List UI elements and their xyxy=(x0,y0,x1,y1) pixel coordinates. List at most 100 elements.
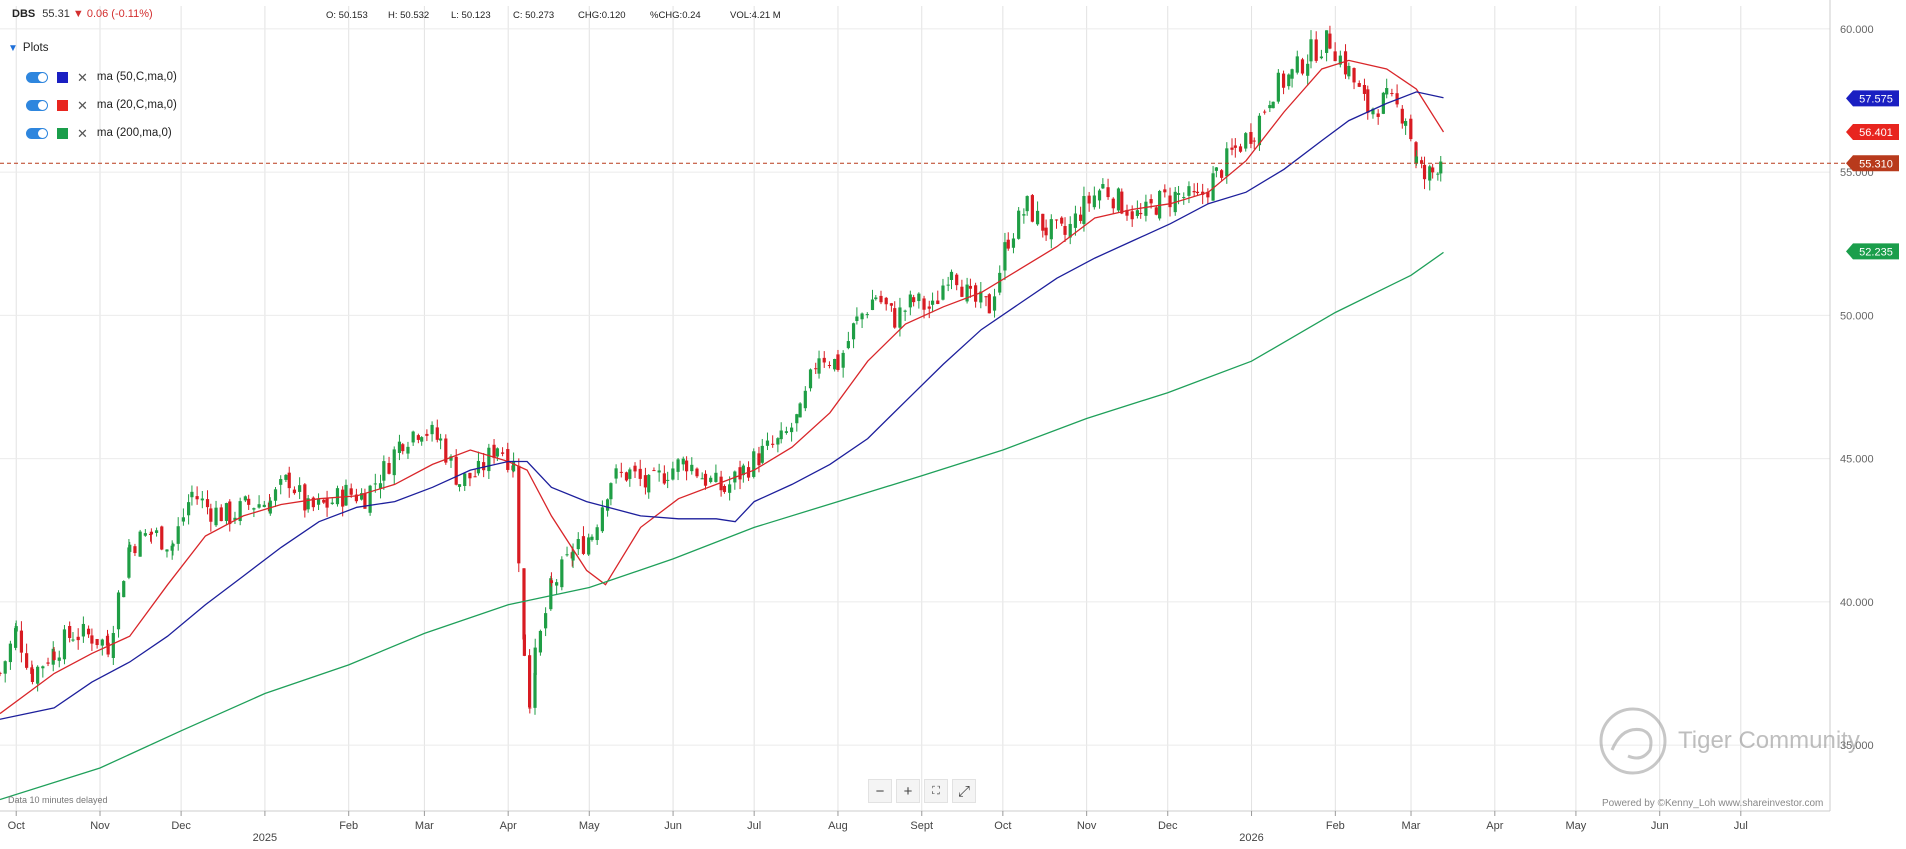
expand-arrow-icon[interactable]: ⤢ xyxy=(952,779,976,803)
candle-body xyxy=(871,300,874,311)
candle-body xyxy=(909,294,912,307)
candle-body xyxy=(1344,51,1347,74)
candle-body xyxy=(1382,93,1385,114)
candle-body xyxy=(393,449,396,475)
remove-icon[interactable]: ✕ xyxy=(77,128,88,139)
plot-label: ma (200,ma,0) xyxy=(97,127,172,139)
candle-body xyxy=(1239,146,1242,151)
candle-body xyxy=(482,462,485,470)
candle-body xyxy=(947,285,950,286)
candle-body xyxy=(823,358,826,363)
candle-body xyxy=(898,307,901,327)
toggle-switch[interactable] xyxy=(26,72,48,83)
candle-body xyxy=(666,480,669,481)
candle-body xyxy=(1436,174,1439,175)
candle-body xyxy=(417,435,420,440)
toggle-switch[interactable] xyxy=(26,100,48,111)
candle-body xyxy=(1106,187,1109,197)
candle-body xyxy=(1263,112,1266,113)
candle-body xyxy=(671,468,674,479)
remove-icon[interactable]: ✕ xyxy=(77,72,88,83)
x-tick-label: May xyxy=(579,820,600,832)
candle-body xyxy=(1079,215,1082,221)
candle-body xyxy=(1290,69,1293,79)
data-delayed-note: Data 10 minutes delayed xyxy=(8,795,108,805)
candle-body xyxy=(68,626,71,638)
candle-body xyxy=(122,581,125,597)
change-label: 0.06 (-0.11%) xyxy=(87,8,153,20)
candle-body xyxy=(922,298,925,309)
candle-body xyxy=(955,275,958,285)
candle-body xyxy=(1230,148,1233,150)
candle-body xyxy=(303,484,306,510)
candle-body xyxy=(1045,228,1048,236)
zoom-out-button[interactable]: − xyxy=(868,779,892,803)
x-tick-label: Jul xyxy=(1734,820,1748,832)
color-swatch[interactable] xyxy=(57,72,68,83)
candle-body xyxy=(1196,192,1199,193)
x-tick-label: Oct xyxy=(994,820,1011,832)
last-price-label: 55.31 xyxy=(42,8,70,20)
candle-body xyxy=(257,504,260,507)
fit-screen-icon[interactable]: ⛶ xyxy=(924,779,948,803)
plot-item-ma200: ✕ ma (200,ma,0) xyxy=(8,119,177,147)
candle-body xyxy=(709,478,712,482)
remove-icon[interactable]: ✕ xyxy=(77,100,88,111)
candle-body xyxy=(1150,199,1153,203)
x-tick-label: Mar xyxy=(415,820,434,832)
candle-body xyxy=(984,296,987,297)
candle-body xyxy=(1074,213,1077,227)
candle-body xyxy=(1385,88,1388,94)
candle-body xyxy=(1301,59,1304,73)
plots-panel: ▼ Plots ✕ ma (50,C,ma,0) ✕ ma (20,C,ma,0… xyxy=(8,42,177,147)
candle-body xyxy=(633,466,636,472)
candle-body xyxy=(1022,214,1025,215)
candle-body xyxy=(284,475,287,480)
candle-body xyxy=(477,461,480,473)
candle-body xyxy=(225,503,228,521)
candle-body xyxy=(1012,238,1015,247)
candle-body xyxy=(1136,210,1139,216)
watermark: Tiger Community xyxy=(1598,706,1860,776)
pct-change-value: %CHG:0.24 xyxy=(650,10,701,21)
candle-body xyxy=(4,661,7,673)
low-value: L: 50.123 xyxy=(451,10,491,21)
candle-body xyxy=(539,631,542,653)
candle-body xyxy=(1366,89,1369,112)
zoom-in-button[interactable]: + xyxy=(896,779,920,803)
candle-body xyxy=(468,473,471,478)
candle-body xyxy=(439,438,442,440)
candle-body xyxy=(833,359,836,369)
candle-body xyxy=(776,438,779,444)
candle-body xyxy=(1431,167,1434,172)
candle-body xyxy=(836,354,839,370)
change-value: CHG:0.120 xyxy=(578,10,626,21)
candle-body xyxy=(117,592,120,629)
y-tick-label: 50.000 xyxy=(1840,310,1874,322)
candle-body xyxy=(458,484,461,487)
candle-body xyxy=(1244,133,1247,148)
color-swatch[interactable] xyxy=(57,100,68,111)
candle-body xyxy=(852,323,855,339)
candle-body xyxy=(738,467,741,479)
plots-header[interactable]: ▼ Plots xyxy=(8,42,177,54)
candle-body xyxy=(344,485,347,506)
candle-body xyxy=(46,662,49,663)
x-tick-label: Mar xyxy=(1402,820,1421,832)
candle-body xyxy=(571,552,574,561)
candle-body xyxy=(695,469,698,477)
collapse-triangle-icon[interactable]: ▼ xyxy=(8,43,18,54)
candle-body xyxy=(550,580,553,583)
color-swatch[interactable] xyxy=(57,128,68,139)
candle-body xyxy=(960,287,963,297)
candle-body xyxy=(615,468,618,478)
price-tag-label: 52.235 xyxy=(1859,246,1893,258)
candle-body xyxy=(941,286,944,300)
candle-body xyxy=(506,449,509,470)
candle-body xyxy=(752,451,755,477)
candle-body xyxy=(512,461,515,471)
candle-body xyxy=(1060,218,1063,224)
plots-title: Plots xyxy=(23,42,49,54)
toggle-switch[interactable] xyxy=(26,128,48,139)
candle-body xyxy=(1215,167,1218,170)
